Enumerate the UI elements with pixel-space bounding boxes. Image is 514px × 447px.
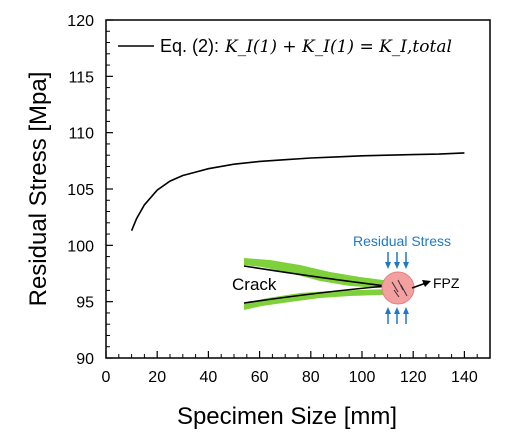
stress-arrowhead-top [394,262,400,269]
fpz-arrow-head [422,280,431,287]
axis-ticks [105,19,491,359]
crack-band-lower [244,288,398,310]
stress-arrowhead-top [403,262,409,269]
y-tick-label: 115 [68,69,94,86]
legend-equation: K_I(1) + K_I(1) = K_I,total [224,37,452,57]
crack-face-upper [243,265,387,287]
legend-prefix: Eq. (2): [160,36,219,56]
stress-arrowhead-top [385,262,391,269]
y-tick-label: 120 [67,13,94,30]
series-line-eq2 [130,152,465,232]
fpz-label: FPZ [433,275,460,291]
x-tick-label: 80 [302,369,320,386]
legend: Eq. (2): K_I(1) + K_I(1) = K_I,total [118,36,452,57]
y-axis-title: Residual Stress [Mpa] [25,72,52,307]
x-tick-label: 20 [148,369,166,386]
stress-arrowhead-bottom [385,307,391,314]
x-tick-label: 40 [200,369,218,386]
stress-arrowhead-bottom [403,307,409,314]
y-tick-label: 95 [76,295,94,312]
stress-arrowhead-bottom [394,307,400,314]
y-tick-label: 110 [68,126,94,143]
x-axis-title: Specimen Size [mm] [177,403,397,430]
x-tick-label: 0 [102,369,111,386]
y-tick-label: 90 [76,351,94,368]
microcracks [391,279,408,298]
x-tick-label: 140 [451,369,478,386]
tick-labels: 0 20 40 60 80 100 120 140 90 95 100 105 110 115 120 [67,13,478,386]
y-tick-label: 100 [67,238,94,255]
crack-label: Crack [232,275,277,294]
x-tick-label: 120 [400,369,427,386]
plot-area-frame [105,19,491,359]
crack-schematic-inset: FPZ Crack Residual Stress [232,233,460,324]
crack-band-upper [244,258,398,288]
crack-face-lower [243,285,387,304]
residual-stress-arrows [385,252,409,324]
x-tick-label: 60 [251,369,269,386]
x-tick-label: 100 [349,369,376,386]
residual-stress-label: Residual Stress [353,233,451,249]
fracture-process-zone [381,271,415,305]
y-tick-label: 105 [67,182,94,199]
